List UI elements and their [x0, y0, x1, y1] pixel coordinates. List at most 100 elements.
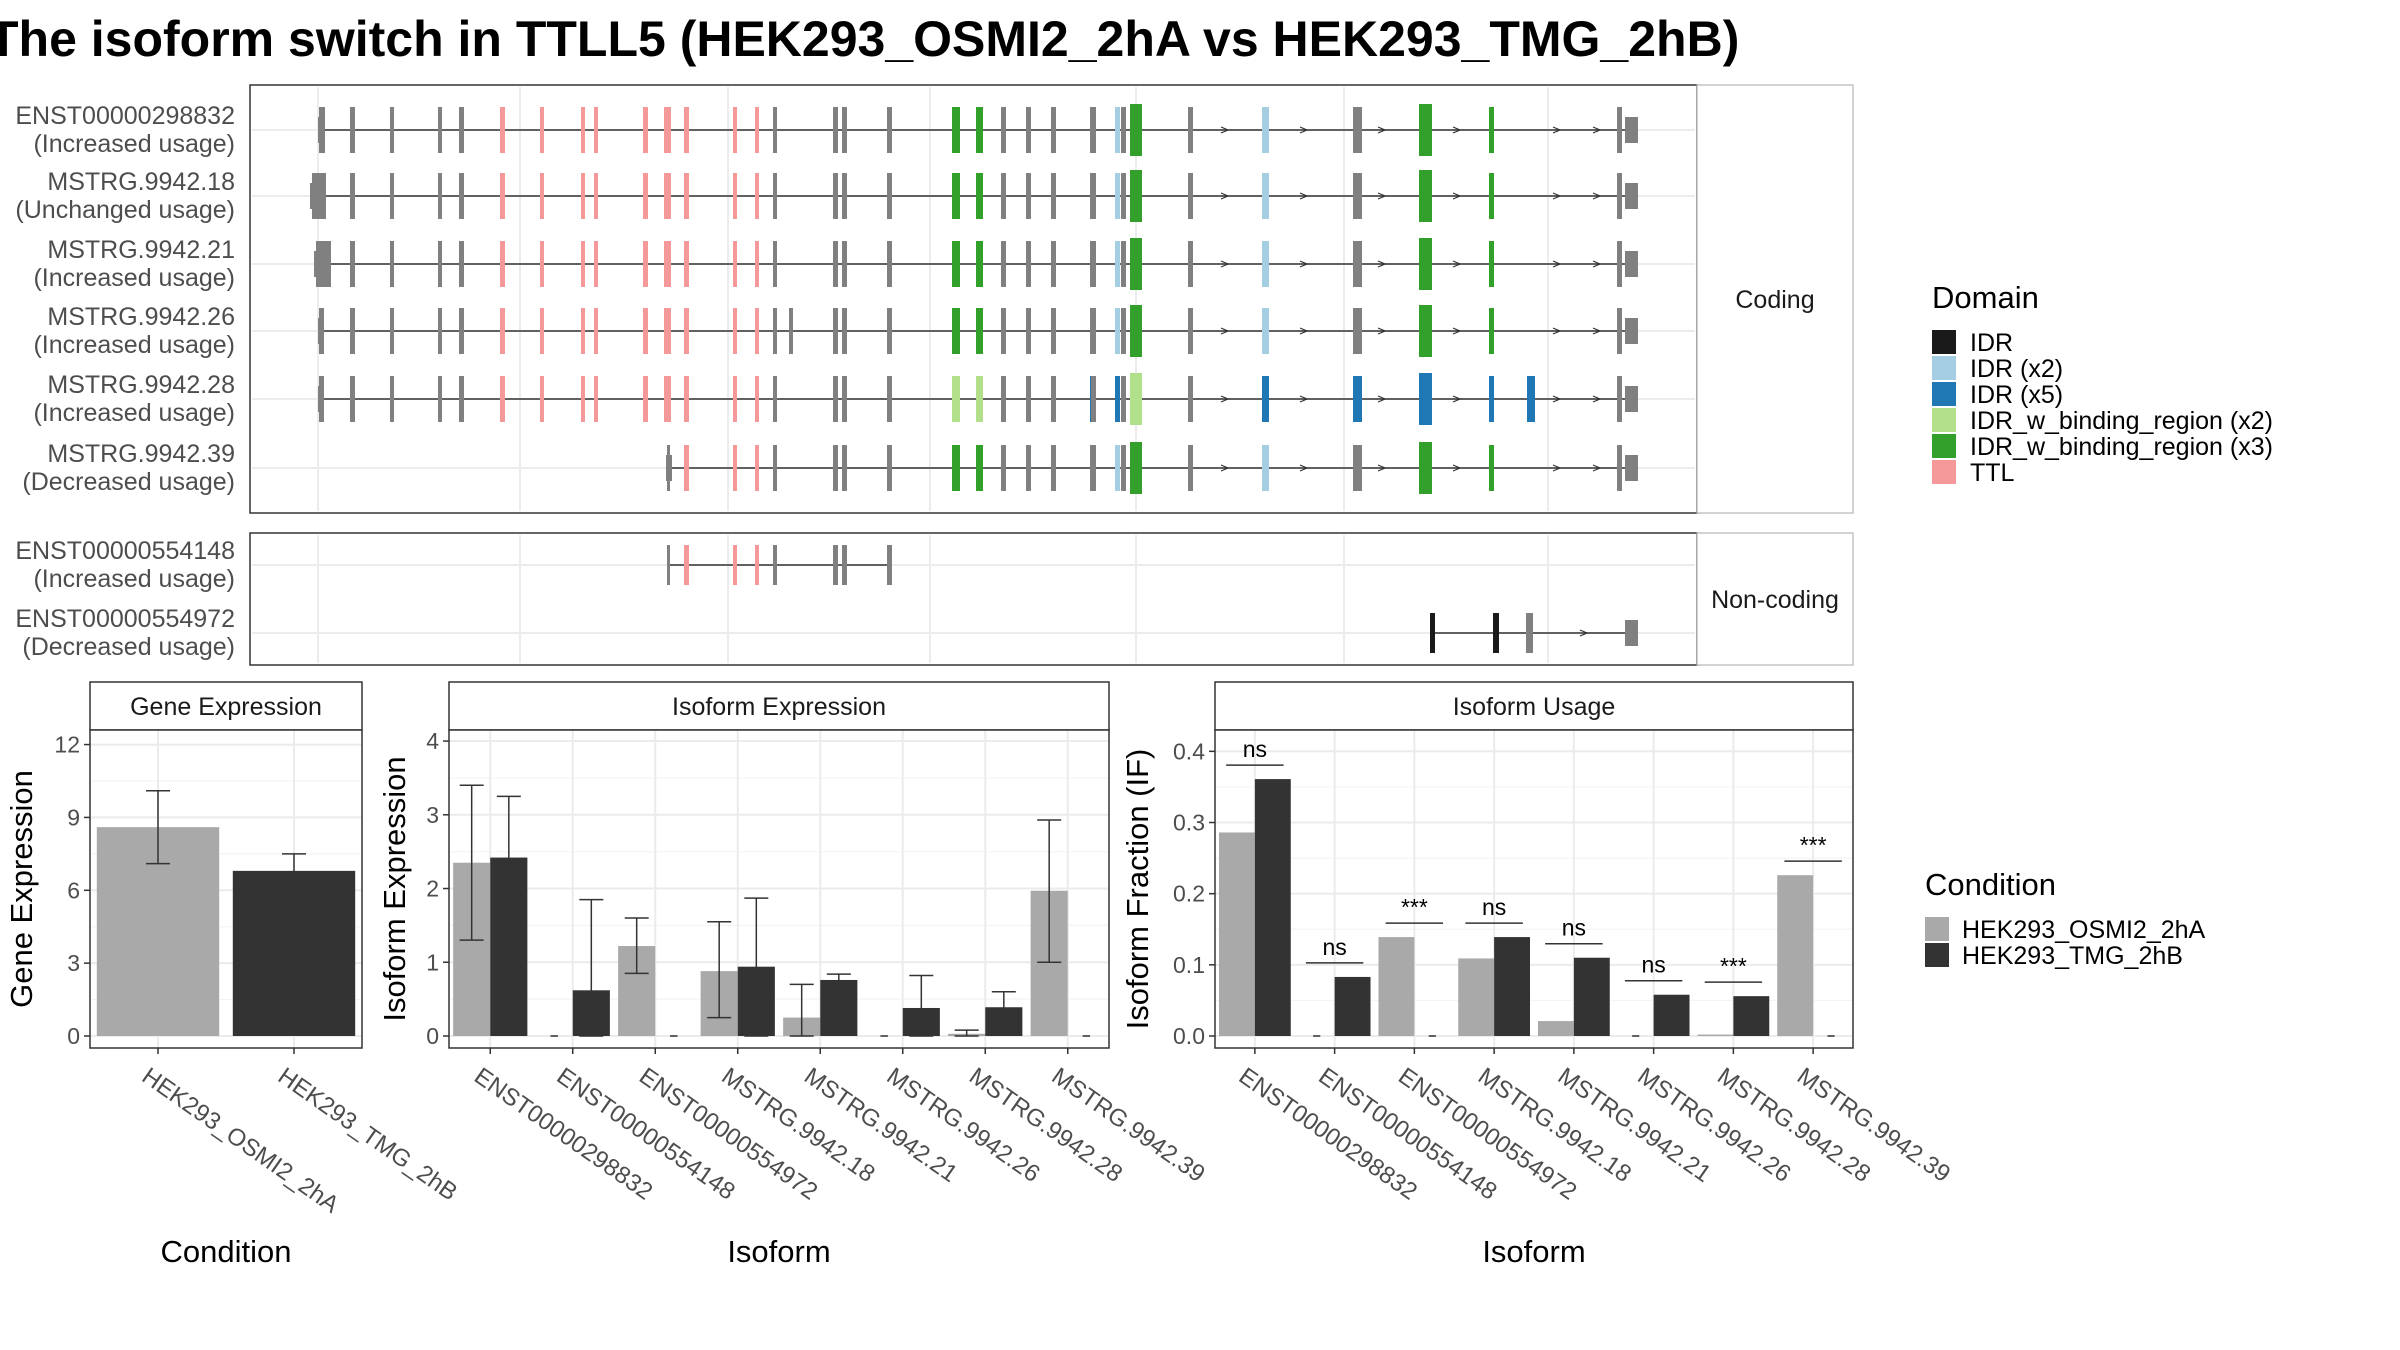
strand-arrow [1552, 192, 1562, 200]
exon-block [842, 445, 847, 491]
noncoding-strip [1696, 532, 1854, 666]
x-tick-label: MSTRG.9942.28 [964, 1063, 1127, 1188]
exon-block [500, 173, 505, 219]
significance-label: *** [1401, 894, 1428, 920]
data-bar [1697, 1034, 1734, 1036]
strand-arrow [1220, 464, 1230, 472]
exon-block [842, 107, 847, 153]
data-bar [1537, 1021, 1574, 1036]
exon-block [684, 376, 689, 422]
exon-block [833, 376, 838, 422]
exon-block [733, 107, 737, 153]
exon-block [833, 445, 838, 491]
y-tick-label: 0.0 [1173, 1023, 1205, 1049]
exon-block [459, 107, 464, 153]
transcript-status-label: (Increased usage) [33, 130, 235, 158]
exon-block [1262, 308, 1269, 354]
exon-block [1115, 308, 1120, 354]
exon-block [459, 308, 464, 354]
exon-block [1188, 376, 1193, 422]
exon-block [438, 107, 442, 153]
exon-block [1419, 442, 1432, 494]
exon-block [755, 545, 759, 585]
exon-block [1026, 173, 1031, 219]
exon-block [887, 376, 892, 422]
domain-legend-swatch [1932, 382, 1956, 406]
exon-block [581, 107, 585, 153]
exon-block [1419, 373, 1432, 425]
exon-block [1091, 445, 1096, 491]
exon-block [733, 308, 737, 354]
y-tick-label: 9 [67, 804, 80, 830]
exon-block [976, 376, 983, 422]
exon-block [581, 308, 585, 354]
domain-legend-label: IDR [1970, 329, 2013, 357]
significance-label: ns [1243, 736, 1267, 762]
exon-block [1489, 445, 1494, 491]
exon-block [540, 308, 544, 354]
exon-block [1353, 241, 1362, 287]
strand-arrow [1299, 126, 1309, 134]
x-tick-label: MSTRG.9942.26 [882, 1063, 1045, 1188]
plot-panel-frame [1214, 729, 1854, 1049]
significance-label: ns [1641, 952, 1665, 978]
noncoding-transcript-labels: ENST00000554148(Increased usage) ENST0000… [15, 537, 235, 661]
condition-legend-swatch [1925, 943, 1949, 967]
exon-block [664, 376, 671, 422]
exon-block [755, 173, 759, 219]
data-bar [232, 870, 356, 1036]
condition-legend-label: HEK293_OSMI2_2hA [1962, 916, 2206, 944]
exon-block [540, 107, 544, 153]
exon-block [684, 107, 689, 153]
exon-block [438, 376, 442, 422]
condition-legend-swatch [1925, 917, 1949, 941]
y-tick-label: 2 [426, 876, 439, 902]
x-axis-title: Isoform [1482, 1234, 1585, 1269]
exon-block [887, 241, 892, 287]
exon-block [1001, 376, 1006, 422]
exon-block [833, 308, 838, 354]
exon-block [1617, 376, 1622, 422]
exon-block [350, 376, 355, 422]
domain-legend-swatch [1932, 356, 1956, 380]
exon-block [684, 445, 689, 491]
domain-legend-label: TTL [1970, 459, 2015, 487]
exon-block [1262, 107, 1269, 153]
domain-legend-label: IDR_w_binding_region (x2) [1970, 407, 2273, 435]
strand-arrow [1299, 395, 1309, 403]
domain-legend-label: IDR (x5) [1970, 381, 2063, 409]
exon-block [755, 308, 759, 354]
exon-block [1091, 241, 1096, 287]
exon-block [1353, 107, 1362, 153]
data-bar [1777, 875, 1814, 1036]
terminal-exon [1625, 251, 1638, 277]
exon-block [1051, 241, 1056, 287]
strand-arrow [1377, 395, 1387, 403]
exon-block [350, 308, 355, 354]
exon-block [643, 376, 648, 422]
exon-block [1489, 241, 1494, 287]
exon-block [1001, 445, 1006, 491]
exon-block [581, 241, 585, 287]
exon-block [1527, 376, 1535, 422]
exon-block [1188, 308, 1193, 354]
data-bar [1653, 994, 1690, 1036]
exon-block [500, 241, 505, 287]
data-bar [1733, 996, 1770, 1036]
transcript-status-label: (Increased usage) [33, 565, 235, 593]
exon-block [773, 308, 777, 354]
exon-block [1001, 107, 1006, 153]
exon-block [833, 545, 838, 585]
exon-block [1617, 308, 1622, 354]
y-tick-label: 0.1 [1173, 952, 1205, 978]
exon-block [390, 376, 394, 422]
exon-block [1115, 445, 1120, 491]
exon-block [755, 376, 759, 422]
start-exon [310, 183, 316, 209]
exon-block [643, 107, 648, 153]
exon-block [1121, 173, 1126, 219]
exon-block [350, 241, 355, 287]
